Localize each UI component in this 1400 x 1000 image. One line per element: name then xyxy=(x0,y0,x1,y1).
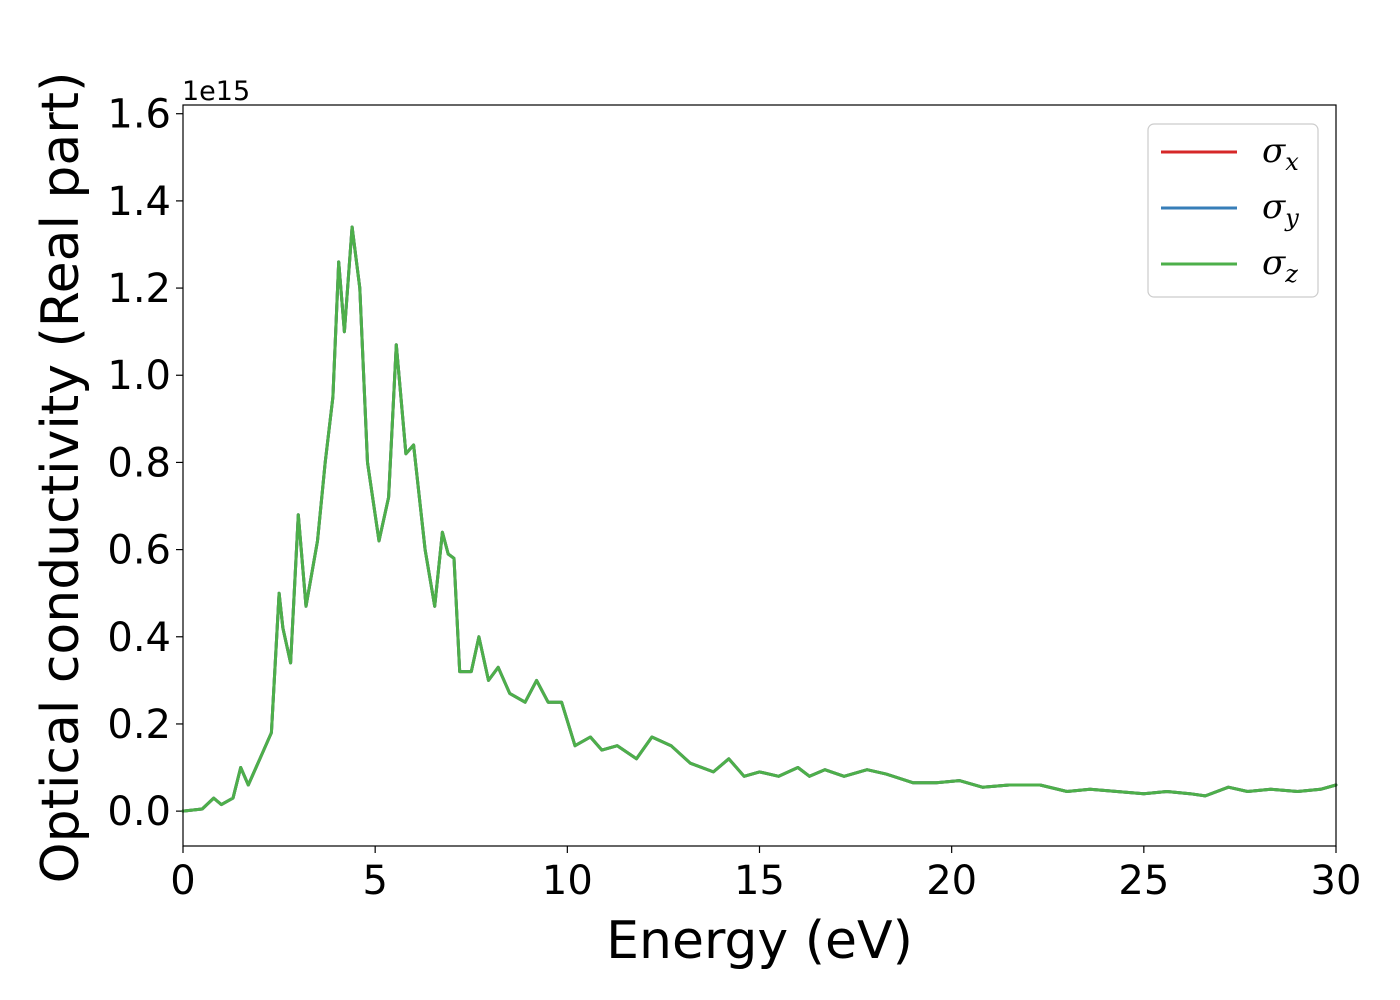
x-tick-label: 15 xyxy=(734,858,785,904)
legend-label-z: σz xyxy=(1262,243,1298,288)
x-tick-label: 0 xyxy=(170,858,195,904)
y-tick-label: 0.0 xyxy=(107,789,171,835)
series-line-y xyxy=(181,225,1338,813)
plot-lines xyxy=(181,225,1338,813)
y-tick-label: 0.2 xyxy=(107,702,171,748)
plot-frame xyxy=(182,104,1337,847)
y-tick-label: 0.8 xyxy=(107,440,171,486)
legend-label-x: σx xyxy=(1262,131,1299,176)
legend: σx σy σz xyxy=(1147,123,1319,298)
y-tick-label: 1.4 xyxy=(107,179,171,225)
x-axis: 0 5 10 15 20 25 30 xyxy=(170,846,1361,904)
x-tick-label: 20 xyxy=(926,858,977,904)
y-tick-label: 0.4 xyxy=(107,615,171,661)
legend-label-y: σy xyxy=(1262,187,1299,232)
x-tick-label: 25 xyxy=(1118,858,1169,904)
y-offset-label: 1e15 xyxy=(182,76,250,107)
y-tick-label: 0.6 xyxy=(107,528,171,574)
series-line-x xyxy=(181,225,1338,813)
x-tick-label: 30 xyxy=(1311,858,1362,904)
x-tick-label: 10 xyxy=(542,858,593,904)
y-tick-label: 1.0 xyxy=(107,353,171,399)
y-tick-label: 1.6 xyxy=(107,92,171,138)
y-axis: 0.0 0.2 0.4 0.6 0.8 1.0 1.2 1.4 1.6 xyxy=(107,92,183,835)
y-axis-title: Optical conductivity (Real part) xyxy=(31,72,91,884)
x-axis-title: Energy (eV) xyxy=(606,911,913,971)
legend-box xyxy=(1147,123,1319,298)
series-line-z xyxy=(181,225,1338,813)
x-tick-label: 5 xyxy=(362,858,387,904)
y-tick-label: 1.2 xyxy=(107,266,171,312)
